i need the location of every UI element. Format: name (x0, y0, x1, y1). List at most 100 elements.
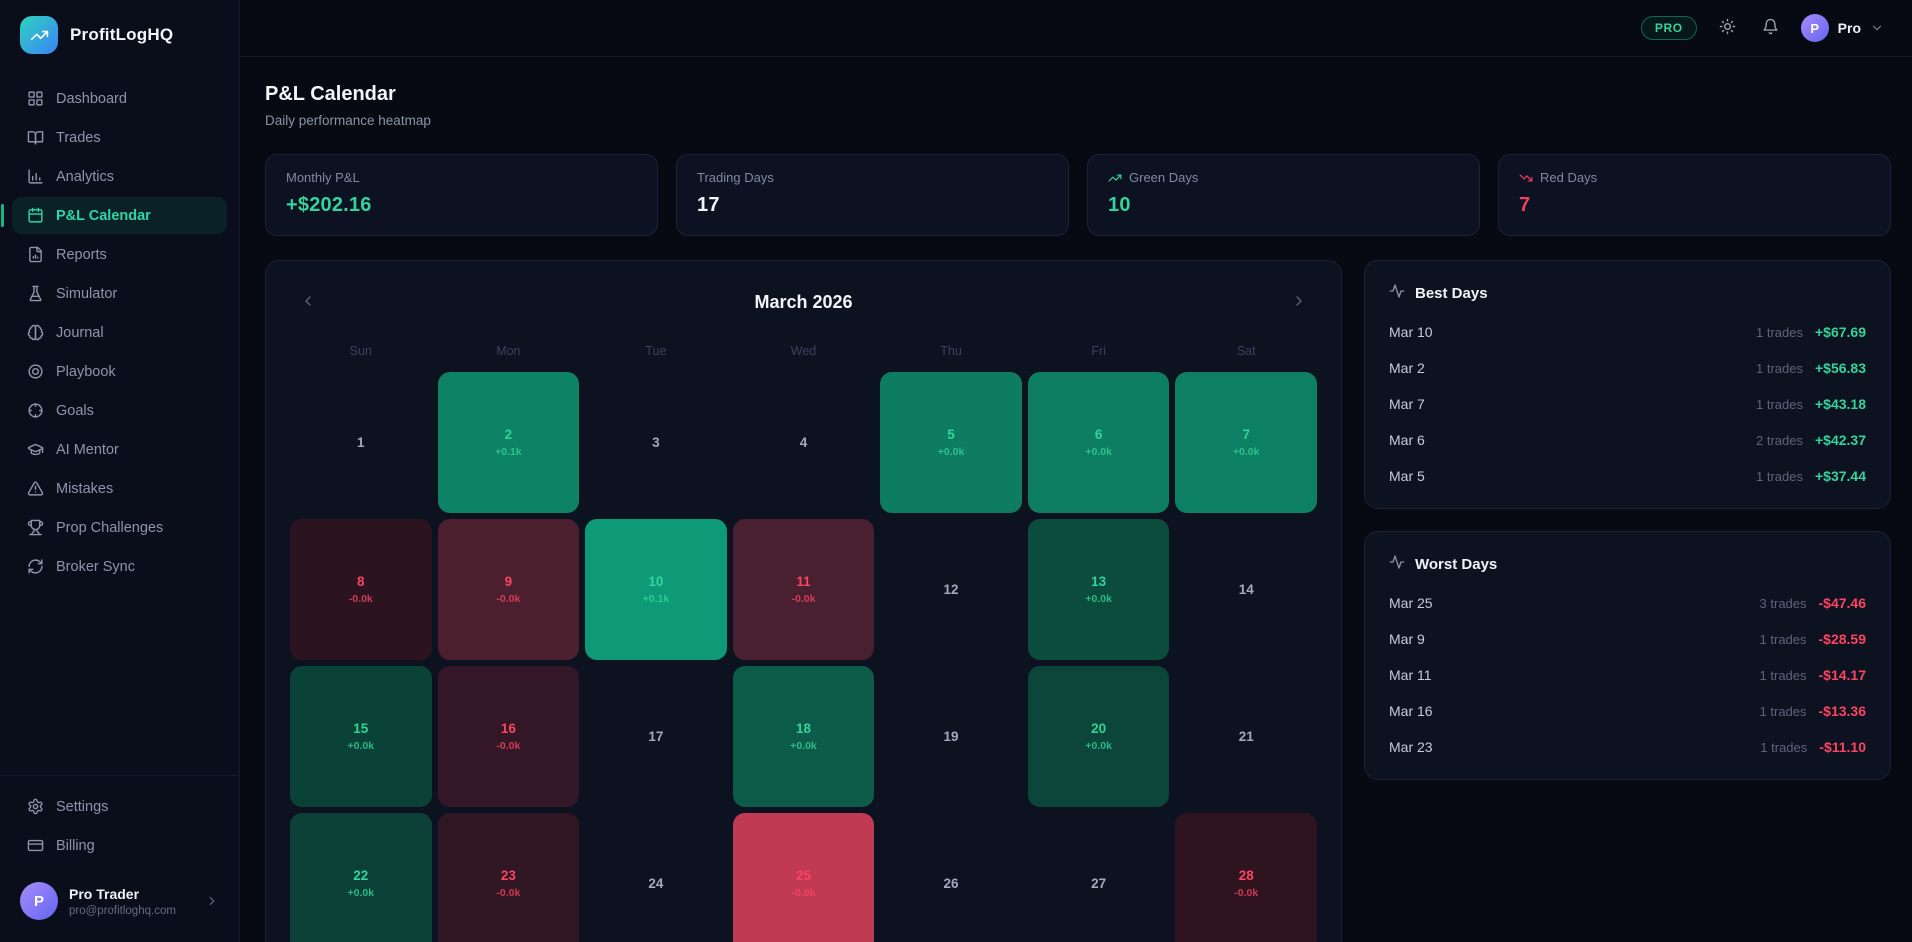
calendar-day-cell[interactable]: 18 +0.0k (732, 666, 875, 807)
avatar: P (20, 882, 58, 920)
calendar-day-cell[interactable]: 12 (880, 519, 1022, 660)
calendar-day-cell[interactable]: 17 (585, 666, 727, 807)
profile-email: pro@profitloghq.com (69, 904, 176, 917)
content: P&L Calendar Daily performance heatmap M… (240, 57, 1912, 942)
day-row-date: Mar 2 (1389, 360, 1425, 376)
user-menu[interactable]: P Pro (1800, 14, 1884, 42)
day-row-right: 1 trades +$56.83 (1756, 360, 1866, 376)
sidebar-item[interactable]: Goals (12, 392, 227, 429)
chevron-right-icon (205, 894, 219, 908)
day-row-date: Mar 16 (1389, 703, 1433, 719)
weekday-label: Thu (940, 344, 962, 358)
sidebar-item[interactable]: Trades (12, 119, 227, 156)
stat-label-row: Red Days (1519, 170, 1870, 185)
gear-icon (26, 798, 44, 815)
notifications-button[interactable] (1758, 14, 1783, 42)
calendar-day-cell[interactable]: 16 -0.0k (437, 666, 580, 807)
sidebar-item[interactable]: Analytics (12, 158, 227, 195)
calendar-day-cell[interactable]: 3 (585, 372, 727, 513)
sidebar-item-label: P&L Calendar (56, 207, 151, 224)
day-number: 19 (943, 729, 959, 744)
calendar-day-cell[interactable]: 27 (1028, 813, 1170, 942)
day-row: Mar 5 1 trades +$37.44 (1389, 468, 1866, 484)
day-number: 15 (353, 721, 369, 736)
day-pnl: -0.0k (791, 593, 816, 605)
sidebar-item[interactable]: Dashboard (12, 80, 227, 117)
sidebar-item[interactable]: AI Mentor (12, 431, 227, 468)
activity-icon (1389, 554, 1405, 575)
prev-month-button[interactable] (294, 287, 322, 318)
calendar-day-cell[interactable]: 19 (880, 666, 1022, 807)
calendar-day-cell[interactable]: 21 (1175, 666, 1317, 807)
calendar-day-cell[interactable]: 28 -0.0k (1175, 813, 1317, 942)
day-pnl: +0.0k (1085, 593, 1112, 605)
sidebar-item[interactable]: Mistakes (12, 470, 227, 507)
day-row-amount: -$28.59 (1818, 631, 1866, 647)
main: PRO P Pro P&L Calendar Daily performance… (240, 0, 1912, 942)
trophy-icon (26, 519, 44, 536)
calendar-day-cell[interactable]: 2 +0.1k (437, 372, 580, 513)
calendar-day-cell[interactable]: 13 +0.0k (1027, 519, 1170, 660)
sidebar-item[interactable]: Journal (12, 314, 227, 351)
day-row-date: Mar 9 (1389, 631, 1425, 647)
theme-toggle-button[interactable] (1715, 14, 1740, 42)
day-row-trades: 1 trades (1759, 703, 1807, 719)
calendar-day-cell[interactable]: 26 (880, 813, 1022, 942)
day-row-date: Mar 11 (1389, 667, 1432, 683)
day-row: Mar 25 3 trades -$47.46 (1389, 595, 1866, 611)
sidebar-item[interactable]: Prop Challenges (12, 509, 227, 546)
calendar-day-cell[interactable]: 5 +0.0k (880, 372, 1022, 513)
file-chart-icon (26, 246, 44, 263)
weekday-label: Fri (1091, 344, 1106, 358)
day-row: Mar 9 1 trades -$28.59 (1389, 631, 1866, 647)
calendar-day-cell[interactable]: 11 -0.0k (732, 519, 875, 660)
day-pnl: +0.0k (937, 446, 965, 458)
day-pnl: +0.1k (642, 593, 670, 605)
calendar-icon (26, 207, 44, 224)
stat-value: 7 (1519, 194, 1531, 216)
day-pnl: +0.0k (1085, 446, 1112, 458)
sidebar-item[interactable]: Billing (12, 827, 227, 864)
calendar-day-cell[interactable]: 6 +0.0k (1027, 372, 1170, 513)
weekday-label: Wed (790, 344, 817, 358)
weekday-label: Sun (349, 344, 372, 358)
worst-days-header: Worst Days (1389, 554, 1866, 575)
sidebar-item[interactable]: Playbook (12, 353, 227, 390)
day-row-amount: -$13.36 (1818, 703, 1866, 719)
sidebar-item[interactable]: Settings (12, 788, 227, 825)
calendar-day-cell[interactable]: 23 -0.0k (437, 813, 580, 942)
stat-label: Monthly P&L (286, 170, 360, 185)
profile-meta: Pro Trader pro@profitloghq.com (69, 886, 194, 917)
calendar-day-cell[interactable]: 22 +0.0k (290, 813, 432, 942)
calendar-day-cell[interactable]: 1 (290, 372, 432, 513)
sidebar-item[interactable]: Reports (12, 236, 227, 273)
calendar-day-cell[interactable]: 14 (1175, 519, 1317, 660)
day-row: Mar 2 1 trades +$56.83 (1389, 360, 1866, 376)
sidebar-item-label: Prop Challenges (56, 519, 164, 536)
calendar-day-cell[interactable]: 4 (733, 372, 875, 513)
calendar-day-cell[interactable]: 8 -0.0k (290, 519, 432, 660)
calendar-day-cell[interactable]: 10 +0.1k (585, 519, 727, 660)
page-title: P&L Calendar (265, 83, 396, 105)
sidebar-item[interactable]: P&L Calendar (1, 197, 227, 234)
profile-button[interactable]: P Pro Trader pro@profitloghq.com (12, 874, 227, 928)
sidebar-item[interactable]: Broker Sync (12, 548, 227, 585)
calendar-day-cell[interactable]: 24 (585, 813, 727, 942)
calendar-day-cell[interactable]: 20 +0.0k (1027, 666, 1170, 807)
sidebar-item-label: Analytics (56, 168, 115, 185)
sidebar-item[interactable]: Simulator (12, 275, 227, 312)
calendar-day-cell[interactable]: 9 -0.0k (437, 519, 580, 660)
worst-days-card: Worst Days Mar 25 3 trades -$47.46 Mar 9… (1364, 531, 1891, 780)
day-pnl: +0.0k (347, 887, 375, 899)
calendar-day-cell[interactable]: 25 -0.0k (732, 813, 875, 942)
day-number: 22 (353, 868, 369, 883)
calendar-day-cell[interactable]: 7 +0.0k (1175, 372, 1317, 513)
calendar-day-cell[interactable]: 15 +0.0k (290, 666, 432, 807)
day-row: Mar 6 2 trades +$42.37 (1389, 432, 1866, 448)
columns: March 2026 Sun Mon Tue Wed Thu Fri Sat 1 2 +0.… (265, 260, 1891, 942)
day-row-trades: 1 trades (1756, 360, 1803, 376)
next-month-button[interactable] (1285, 287, 1313, 318)
day-row-trades: 1 trades (1759, 631, 1807, 647)
day-row-amount: -$11.10 (1819, 739, 1866, 755)
